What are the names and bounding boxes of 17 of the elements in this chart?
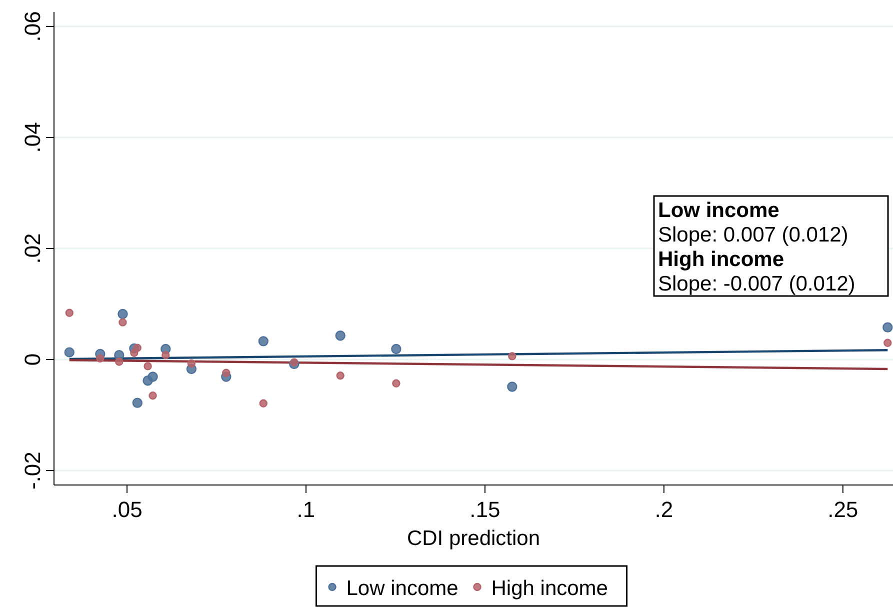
- legend-label: Low income: [346, 577, 458, 600]
- annotation: Slope: 0.007 (0.012): [658, 224, 848, 246]
- y-tick-label: -.02: [20, 452, 45, 490]
- annotation: Slope: -0.007 (0.012): [658, 272, 856, 296]
- x-tick-label: .25: [828, 497, 858, 522]
- annotation: High income: [658, 248, 784, 271]
- legend-label: High income: [491, 577, 608, 600]
- y-tick-label: .02: [20, 233, 45, 264]
- annotation: Low income: [658, 199, 780, 222]
- x-axis-title: CDI prediction: [406, 527, 540, 550]
- y-tick-label: .06: [20, 11, 45, 42]
- x-tick-label: .05: [112, 497, 142, 522]
- x-tick-label: .15: [470, 497, 500, 522]
- y-tick-label: 0: [20, 353, 45, 366]
- x-tick-label: .2: [654, 497, 674, 522]
- x-tick-label: .1: [296, 497, 316, 522]
- y-tick-label: .04: [20, 122, 45, 153]
